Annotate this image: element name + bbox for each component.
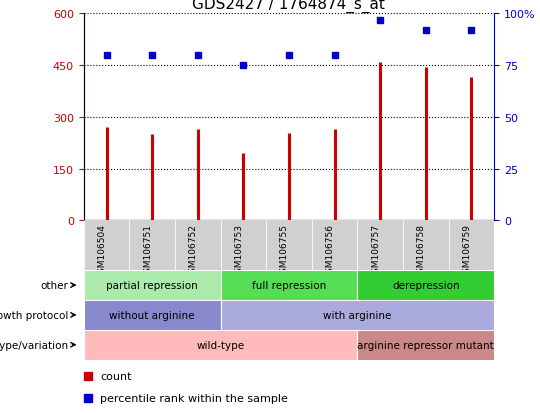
- Text: GSM106757: GSM106757: [371, 223, 380, 278]
- Text: GSM106751: GSM106751: [143, 223, 152, 278]
- Text: wild-type: wild-type: [197, 340, 245, 350]
- Bar: [449, 221, 494, 271]
- Text: growth protocol: growth protocol: [0, 310, 69, 320]
- Bar: [403, 221, 449, 271]
- Text: other: other: [40, 280, 69, 290]
- Text: GSM106504: GSM106504: [98, 223, 106, 278]
- Bar: [84, 271, 220, 300]
- Bar: [266, 221, 312, 271]
- Bar: [220, 300, 494, 330]
- Title: GDS2427 / 1764874_s_at: GDS2427 / 1764874_s_at: [192, 0, 386, 13]
- Bar: [357, 330, 494, 360]
- Text: arginine repressor mutant: arginine repressor mutant: [357, 340, 494, 350]
- Bar: [357, 271, 494, 300]
- Text: GSM106758: GSM106758: [417, 223, 426, 278]
- Text: GSM106753: GSM106753: [234, 223, 244, 278]
- Bar: [84, 221, 129, 271]
- Text: percentile rank within the sample: percentile rank within the sample: [100, 393, 288, 403]
- Bar: [220, 221, 266, 271]
- Text: full repression: full repression: [252, 280, 326, 290]
- Text: GSM106755: GSM106755: [280, 223, 289, 278]
- Bar: [220, 271, 357, 300]
- Bar: [84, 300, 220, 330]
- Bar: [84, 330, 357, 360]
- Text: with arginine: with arginine: [323, 310, 391, 320]
- Text: genotype/variation: genotype/variation: [0, 340, 69, 350]
- Text: count: count: [100, 371, 132, 382]
- Bar: [312, 221, 357, 271]
- Bar: [175, 221, 220, 271]
- Text: derepression: derepression: [392, 280, 460, 290]
- Text: GSM106752: GSM106752: [188, 223, 198, 278]
- Text: partial repression: partial repression: [106, 280, 198, 290]
- Text: GSM106756: GSM106756: [326, 223, 334, 278]
- Text: GSM106759: GSM106759: [462, 223, 471, 278]
- Text: without arginine: without arginine: [110, 310, 195, 320]
- Bar: [357, 221, 403, 271]
- Bar: [129, 221, 175, 271]
